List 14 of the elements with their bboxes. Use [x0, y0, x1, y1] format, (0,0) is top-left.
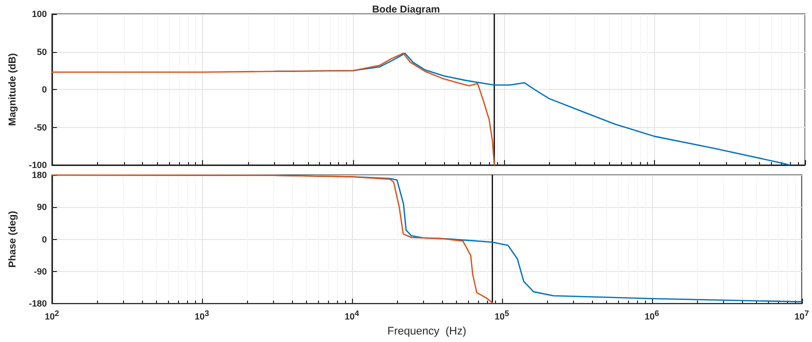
y-axis-title: Magnitude (dB) [8, 53, 18, 126]
y-tick-label: -90 [34, 266, 47, 276]
y-tick-label: 50 [36, 46, 47, 57]
y-tick-label: 90 [36, 202, 47, 212]
y-tick-label: 0 [42, 84, 47, 94]
y-tick-label: -180 [28, 298, 47, 309]
y-tick-label: -100 [28, 160, 47, 170]
y-tick-label: -50 [34, 122, 47, 132]
y-axis-title: Phase (deg) [8, 210, 18, 268]
y-tick-label: 100 [32, 9, 47, 19]
y-tick-label: 0 [42, 234, 47, 244]
y-tick-label: 180 [32, 170, 47, 180]
chart-title: Bode Diagram [372, 4, 440, 16]
x-axis-title: Frequency (Hz) [387, 326, 466, 338]
